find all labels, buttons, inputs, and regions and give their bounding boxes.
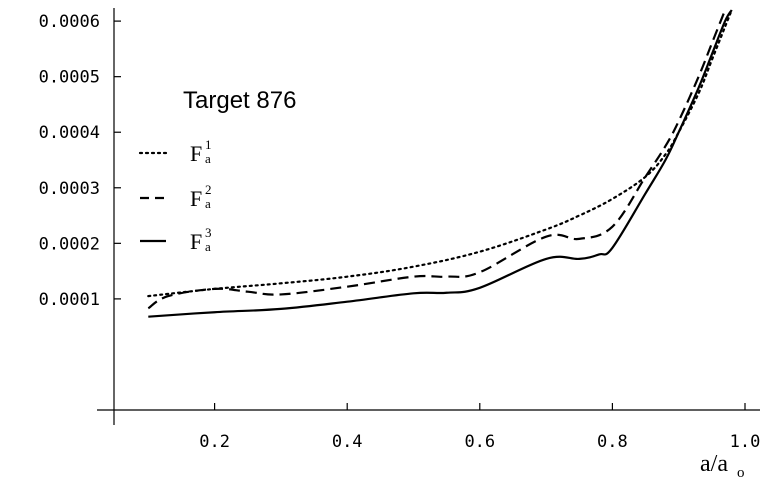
legend-label-sub-1: a bbox=[205, 151, 211, 166]
x-tick-label: 0.2 bbox=[199, 432, 230, 452]
x-tick-label: 1.0 bbox=[730, 432, 761, 452]
legend-label-sub-2: a bbox=[205, 196, 211, 211]
x-ticks: 0.2 0.4 0.6 0.8 1.0 bbox=[199, 403, 760, 452]
legend-label-3: F bbox=[190, 229, 202, 254]
y-ticks: 0.0001 0.0002 0.0003 0.0004 0.0005 0.0006 bbox=[39, 12, 121, 310]
y-tick-label: 0.0001 bbox=[39, 290, 100, 310]
series-line-3 bbox=[148, 9, 733, 318]
legend-label-sup-3: 3 bbox=[205, 225, 212, 240]
x-axis-label: a/a o bbox=[700, 451, 744, 481]
y-tick-label: 0.0002 bbox=[39, 234, 100, 254]
y-tick-label: 0.0006 bbox=[39, 12, 100, 32]
axes: 0.2 0.4 0.6 0.8 1.0 0.0001 0.0002 0.0003 0.0004… bbox=[39, 8, 760, 452]
legend: F 1aF 2aF 3a bbox=[138, 137, 212, 254]
y-tick-label: 0.0003 bbox=[39, 179, 100, 199]
series-line-1 bbox=[147, 8, 733, 298]
y-tick-label: 0.0004 bbox=[39, 123, 100, 143]
legend-label-2: F bbox=[190, 186, 202, 211]
series-group bbox=[147, 8, 733, 318]
x-tick-label: 0.4 bbox=[332, 432, 363, 452]
legend-label-sup-1: 1 bbox=[205, 137, 212, 152]
y-tick-label: 0.0005 bbox=[39, 68, 100, 88]
legend-label-sub-3: a bbox=[205, 239, 211, 254]
x-tick-label: 0.6 bbox=[464, 432, 495, 452]
series-line-2 bbox=[147, 9, 727, 310]
legend-label-1: F bbox=[190, 141, 202, 166]
legend-label-sup-2: 2 bbox=[205, 182, 212, 197]
x-axis-label-subscript: o bbox=[737, 465, 745, 481]
x-tick-label: 0.8 bbox=[597, 432, 628, 452]
x-axis-label-main: a/a bbox=[700, 451, 728, 477]
chart-title: Target 876 bbox=[183, 87, 296, 114]
